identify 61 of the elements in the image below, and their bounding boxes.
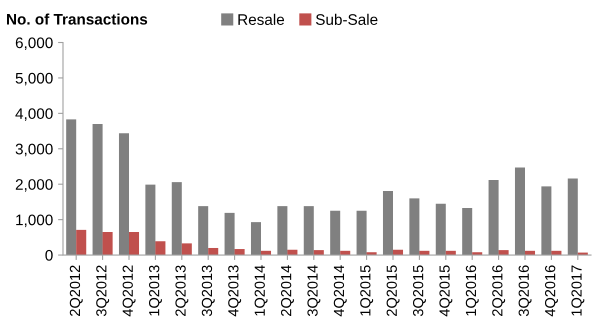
bar xyxy=(155,241,166,256)
y-tick-label: 6,000 xyxy=(16,37,53,50)
x-tick-label: 1Q2015 xyxy=(360,265,374,316)
bar xyxy=(514,168,525,256)
x-tick-label: 1Q2013 xyxy=(148,265,162,316)
bar xyxy=(314,250,324,256)
bar xyxy=(488,180,499,256)
bar xyxy=(436,204,446,256)
x-tick-label: 3Q2016 xyxy=(518,265,532,316)
y-tick-label: 2,000 xyxy=(16,179,53,192)
x-tick-label: 1Q2016 xyxy=(466,265,479,316)
x-tick-label: 2Q2012 xyxy=(70,266,83,316)
x-tick-label: 4Q2012 xyxy=(122,266,136,316)
bar xyxy=(182,243,192,256)
y-tick-label: 1,000 xyxy=(16,214,53,228)
bar xyxy=(382,190,393,256)
bar xyxy=(250,222,261,256)
bar xyxy=(118,133,129,256)
x-tick-label: 3Q2013 xyxy=(202,265,215,316)
x-tick-label: 2Q2015 xyxy=(386,265,400,316)
legend-label: Resale xyxy=(238,14,284,25)
bar xyxy=(198,206,208,256)
x-tick-label: 2Q2014 xyxy=(280,265,294,316)
bar xyxy=(92,124,103,256)
bar xyxy=(462,208,472,256)
bar xyxy=(66,119,76,256)
bar xyxy=(393,250,404,256)
bar xyxy=(568,178,578,256)
bar xyxy=(304,206,314,256)
legend-label: Sub-Sale xyxy=(316,14,378,25)
y-tick-label: 3,000 xyxy=(16,144,53,156)
x-tick-label: 3Q2015 xyxy=(412,265,426,316)
x-tick-label: 2Q2016 xyxy=(492,265,506,316)
y-tick-label: 5,000 xyxy=(16,72,53,86)
x-tick-label: 3Q2012 xyxy=(96,266,110,316)
x-tick-label: 4Q2013 xyxy=(228,265,242,316)
bar xyxy=(102,232,113,256)
x-tick-label: 4Q2014 xyxy=(334,265,347,316)
y-tick-label: 4,000 xyxy=(15,108,53,121)
bar xyxy=(224,212,235,256)
bar xyxy=(287,250,298,256)
x-tick-label: 1Q2014 xyxy=(254,265,268,316)
x-tick-label: 4Q2015 xyxy=(439,265,452,316)
bar xyxy=(541,186,552,256)
bar xyxy=(409,198,420,256)
chart-title: No. of Transactions xyxy=(7,13,148,25)
bar xyxy=(145,184,156,256)
x-tick-label: 2Q2013 xyxy=(175,265,188,316)
bar xyxy=(356,210,367,256)
bar xyxy=(172,182,182,256)
y-tick-label: 0 xyxy=(45,250,53,261)
x-tick-label: 3Q2014 xyxy=(307,265,320,316)
bar xyxy=(76,230,86,256)
bar xyxy=(129,232,140,256)
bar xyxy=(498,250,509,256)
bar xyxy=(208,248,218,256)
bar xyxy=(234,249,245,256)
x-tick-label: 4Q2016 xyxy=(544,265,558,316)
bar xyxy=(277,206,288,256)
bar xyxy=(330,210,340,256)
x-tick-label: 1Q2017 xyxy=(571,266,584,316)
